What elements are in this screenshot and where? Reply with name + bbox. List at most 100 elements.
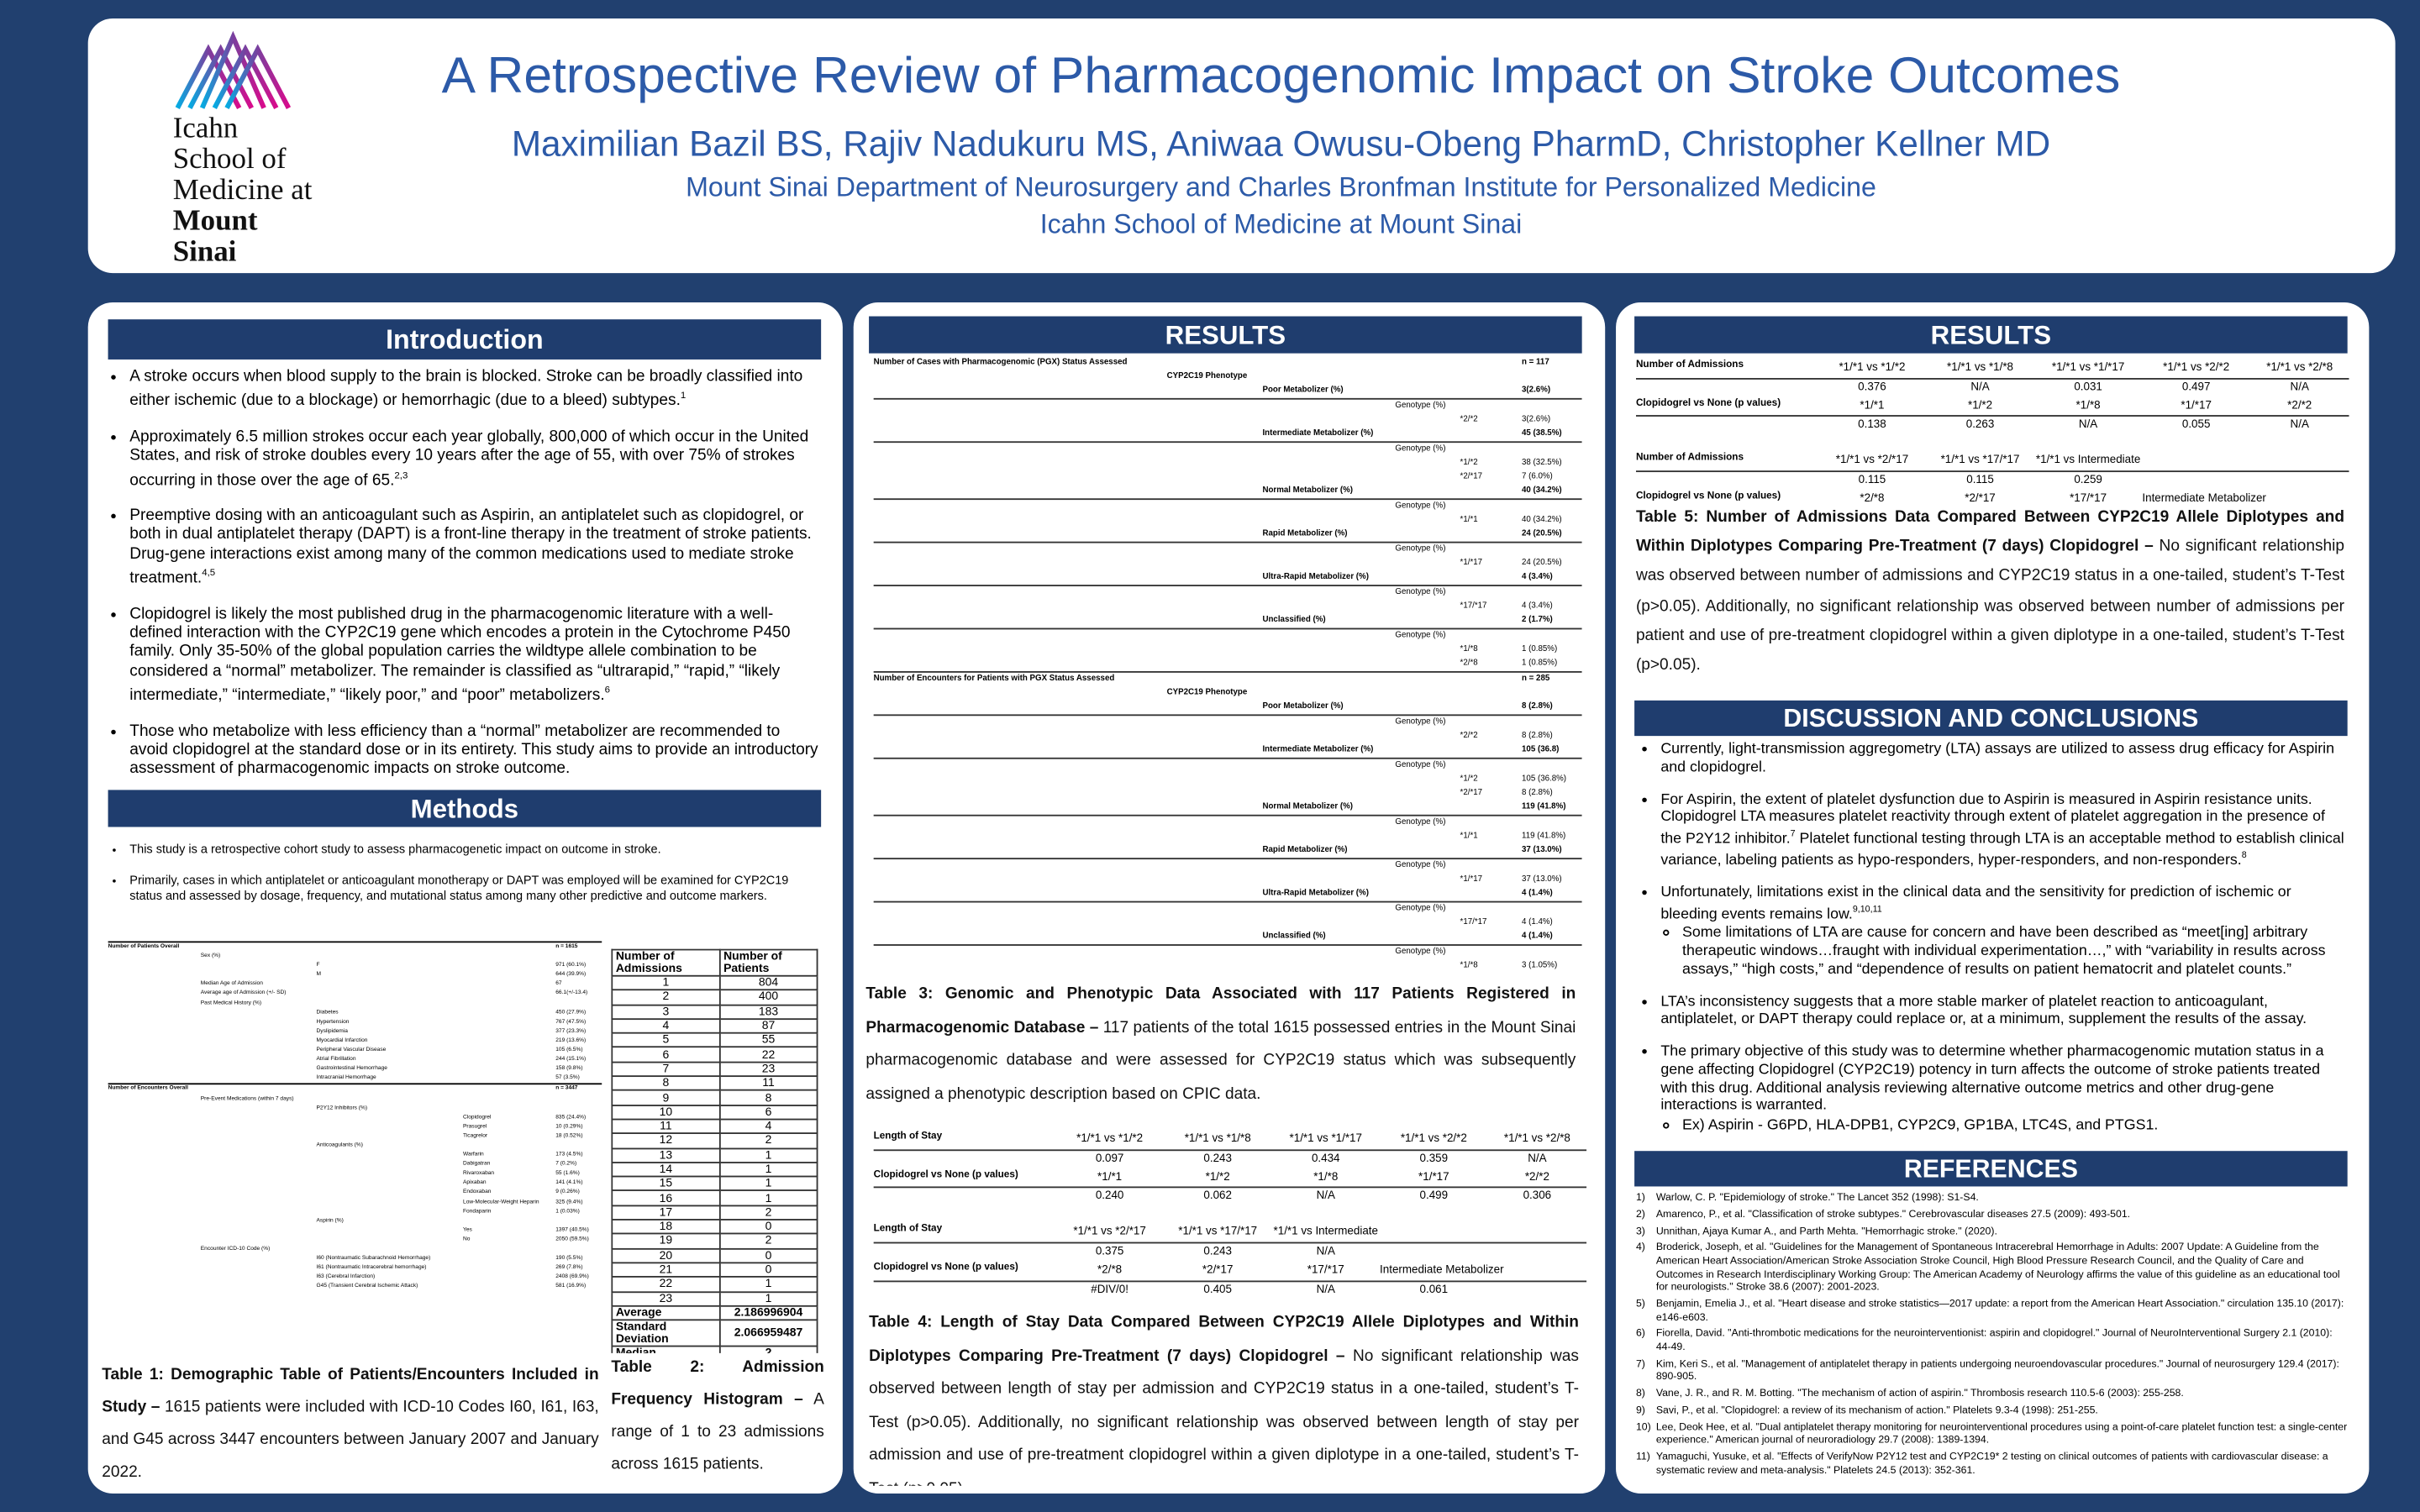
cell: 4 (1.4%) <box>1522 917 1553 927</box>
cell: *1/*2 <box>1460 774 1478 785</box>
superscript: 6 <box>604 685 611 696</box>
caption-text: No significant relationship was observed… <box>1635 538 2345 675</box>
table-row: I61 (Nontraumatic Intracerebral hemorrha… <box>108 1264 602 1273</box>
cell: 23 <box>611 1290 721 1307</box>
table-row: 18 0 <box>611 1219 818 1236</box>
bullet: A stroke occurs when blood supply to the… <box>129 369 821 412</box>
cell: 11 <box>718 1075 818 1092</box>
cell: 0.375 <box>1095 1243 1124 1257</box>
table-row: Warfarin 173 (4.5%) <box>108 1151 602 1160</box>
cell: 57 (3.5%) <box>555 1074 580 1081</box>
cell: n = 1615 <box>555 942 578 949</box>
table-row: *2/*8 1 (0.85%) <box>874 657 1582 671</box>
cell: Normal Metabolizer (%) <box>1262 802 1354 812</box>
stat-row: Average 2.186996904 <box>611 1305 818 1321</box>
reference-number: 2) <box>1635 1209 1645 1221</box>
table-row: *1/*17 37 (13.0%) <box>874 874 1582 888</box>
table-row: Genotype (%) <box>873 498 1582 513</box>
cell: Normal Metabolizer (%) <box>1262 486 1354 496</box>
text: Unfortunately, limitations exist in the … <box>1660 884 2291 923</box>
superscript: 1 <box>680 391 687 402</box>
bullet: The primary objective of this study was … <box>1660 1043 2347 1134</box>
reference-text: Lee, Deok Hee, et al. "Dual antiplatelet… <box>1655 1421 2348 1446</box>
cell: 0.306 <box>1523 1189 1552 1203</box>
caption-text: 117 patients of the total 1615 possessed… <box>865 1019 1576 1103</box>
table-row: P2Y12 Inhibitors (%) <box>108 1104 602 1113</box>
table-row: Genotype (%) <box>873 541 1582 557</box>
cell: 17 <box>611 1205 721 1221</box>
logo-line: Medicine at <box>172 174 313 207</box>
reference-text: Warlow, C. P. "Epidemiology of stroke." … <box>1655 1192 1979 1204</box>
cell: *2/*17 <box>1202 1262 1234 1276</box>
text: Those who metabolize with less efficienc… <box>129 722 818 779</box>
table-row: 6 22 <box>611 1047 818 1063</box>
table: Number of Cases with Pharmacogenomic (PG… <box>873 356 1582 974</box>
table-row: CYP2C19 Phenotype <box>874 370 1582 385</box>
table-row: Clopidogrel vs None (p values) *2/*8 *2/*1… <box>873 1262 1587 1282</box>
cell: *1/*17 <box>1460 558 1483 568</box>
table-row: *17/*17 4 (1.4%) <box>874 916 1582 931</box>
cell: Myocardial Infarction <box>316 1037 368 1043</box>
table-row: Dyslipidemia 377 (23.3%) <box>108 1027 602 1037</box>
table-row: *1/*8 3 (1.05%) <box>874 959 1582 974</box>
list: Currently, light-transmission aggregomet… <box>1639 741 2348 1135</box>
cell: *1/*1 vs *1/*8 <box>1184 1131 1251 1145</box>
logo-line: School of <box>172 143 287 176</box>
cell: N/A <box>2290 379 2309 393</box>
cell: CYP2C19 Phenotype <box>1166 371 1248 381</box>
cell: Yes <box>463 1226 472 1233</box>
table-row: 0.375 0.243 N/A <box>874 1243 1587 1262</box>
table-row: Endoxaban 9 (0.26%) <box>108 1189 602 1198</box>
cell: Gastrointestinal Hemorrhage <box>316 1064 387 1072</box>
section-heading: RESULTS <box>869 316 1582 354</box>
cell: 1 (0.03%) <box>555 1207 580 1214</box>
cell: N/A <box>2290 417 2309 432</box>
cell: 2408 (69.9%) <box>555 1273 589 1280</box>
reference-text: Fiorella, David. "Anti-thrombotic medica… <box>1655 1328 2333 1353</box>
cell: 15 <box>611 1175 721 1192</box>
table-row: 15 1 <box>611 1175 818 1192</box>
cell: Atrial Fibrillation <box>316 1055 356 1062</box>
cell: Prasugrel <box>463 1122 487 1130</box>
cell: 11 <box>611 1118 721 1135</box>
caption-lead: Table 2: Admission Frequency Histogram – <box>611 1359 824 1409</box>
cell: 219 (13.6%) <box>555 1037 587 1043</box>
cell: 377 (23.3%) <box>555 1026 587 1034</box>
table-row: 12 2 <box>611 1132 818 1149</box>
cell: 7 (0.2%) <box>555 1160 577 1167</box>
empty-cell <box>2250 453 2349 471</box>
table-row: *17/*17 4 (3.4%) <box>874 600 1582 614</box>
table-row: 0.240 0.062 N/A 0.499 0.306 <box>874 1189 1587 1207</box>
cell: 0.259 <box>2074 472 2102 486</box>
cell: #DIV/0! <box>1091 1281 1128 1295</box>
table-row: 22 1 <box>611 1276 818 1293</box>
cell: *1/*1 vs *2/*2 <box>1400 1131 1467 1145</box>
cell: Anticoagulants (%) <box>316 1142 363 1148</box>
cell: *1/*8 <box>1460 961 1478 971</box>
empty-cell <box>874 1151 1056 1169</box>
cell: 400 <box>718 989 818 1005</box>
cell: Intermediate Metabolizer (%) <box>1262 745 1374 755</box>
cell: Genotype (%) <box>1395 817 1446 827</box>
table-row: Intermediate Metabolizer (%) 105 (36.8) <box>874 743 1582 758</box>
empty-cell <box>1488 1282 1587 1294</box>
reference: 6) Fiorella, David. "Anti-thrombotic medi… <box>1636 1329 2348 1356</box>
empty-cell <box>1488 1243 1587 1262</box>
table-row: Genotype (%) <box>873 944 1582 959</box>
cell: 10 (0.29%) <box>555 1122 583 1130</box>
caption-lead: Table 5: Number of Admissions Data Compa… <box>1635 509 2345 556</box>
cell: 0.263 <box>1965 417 1995 432</box>
cell: 1 <box>718 1189 818 1206</box>
cell: 0.499 <box>1419 1189 1449 1203</box>
reference-number: 8) <box>1635 1389 1645 1399</box>
cell: *1/*1 vs *1/*17 <box>2051 359 2125 374</box>
caption-text: A range of 1 to 23 admissions across 161… <box>611 1391 824 1474</box>
table-row: Intracranial Hemorrhage 57 (3.5%) <box>108 1074 602 1084</box>
cell: N/A <box>1316 1243 1335 1257</box>
logo-text: Icahn School of Medicine at Mount Sinai <box>172 113 313 269</box>
empty-cell <box>1488 1262 1587 1280</box>
cell: I60 (Nontraumatic Subarachnoid Hemorrhag… <box>316 1254 431 1261</box>
table: Length of Stay *1/*1 vs *1/*2 *1/*1 vs *1/… <box>873 1131 1587 1295</box>
table-row: Number of Admissions *1/*1 vs *2/*17 *1/*1… <box>1635 453 2349 473</box>
cell: Genotype (%) <box>1395 501 1446 511</box>
